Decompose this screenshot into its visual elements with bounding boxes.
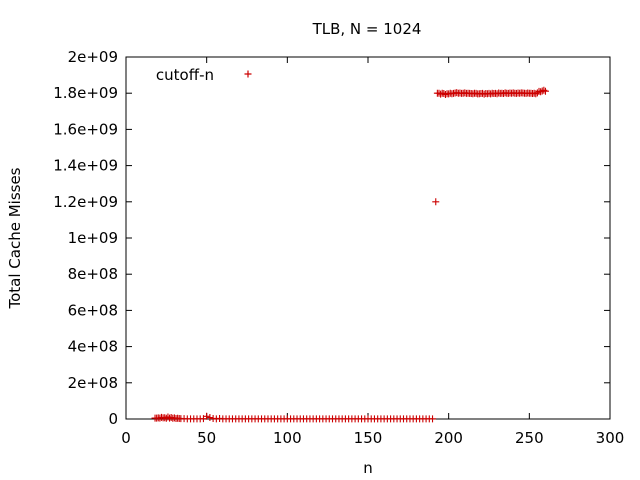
x-tick-label: 250 [515, 429, 544, 447]
y-tick-label: 6e+08 [68, 301, 118, 319]
x-tick-label: 0 [121, 429, 131, 447]
data-point [206, 414, 214, 422]
y-tick-label: 1.6e+09 [53, 120, 118, 138]
y-tick-label: 2e+09 [68, 48, 118, 66]
data-point [203, 412, 211, 420]
x-tick-label: 200 [434, 429, 463, 447]
x-tick-label: 50 [197, 429, 216, 447]
y-axis: 0 2e+08 4e+08 6e+08 8e+08 1e+09 1.2e+09 1.4e+09… [53, 48, 610, 428]
data-point [541, 87, 549, 95]
y-tick-label: 1.4e+09 [53, 157, 118, 175]
y-tick-label: 0 [108, 410, 118, 428]
data-point [533, 89, 541, 97]
y-tick-label: 2e+08 [68, 374, 118, 392]
plot-frame [125, 56, 611, 420]
x-tick-label: 300 [596, 429, 625, 447]
x-axis: 0 50 100 150 200 250 300 [121, 57, 624, 447]
y-tick-label: 1e+09 [68, 229, 118, 247]
x-tick-label: 150 [354, 429, 383, 447]
data-point [429, 415, 437, 423]
y-tick-label: 1.2e+09 [53, 193, 118, 211]
y-tick-label: 4e+08 [68, 338, 118, 356]
data-point [540, 86, 548, 94]
x-axis-label: n [363, 459, 373, 477]
legend-marker [244, 70, 252, 78]
y-tick-label: 1.8e+09 [53, 84, 118, 102]
legend-label: cutoff-n [156, 66, 214, 84]
legend: cutoff-n [156, 66, 252, 84]
y-tick-label: 8e+08 [68, 265, 118, 283]
chart-title: TLB, N = 1024 [312, 20, 422, 38]
y-axis-label: Total Cache Misses [6, 167, 24, 309]
data-point [432, 198, 440, 206]
data-points [151, 86, 549, 423]
x-tick-label: 100 [273, 429, 302, 447]
